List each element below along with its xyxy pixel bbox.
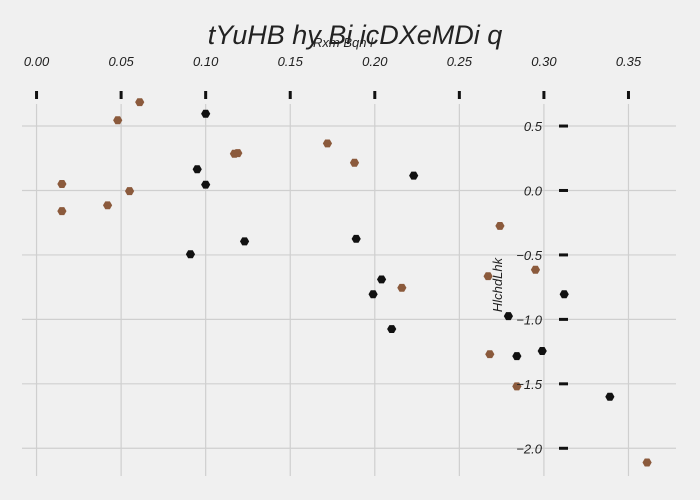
data-point-series-1: [512, 382, 522, 391]
data-point-series-2: [185, 250, 196, 259]
data-point-series-1: [57, 180, 67, 189]
x-tick-label: 0.05: [108, 54, 134, 69]
data-point-series-2: [559, 290, 569, 299]
x-tick-label: 0.15: [278, 54, 304, 69]
data-point-series-2: [537, 346, 547, 355]
data-point-series-2: [192, 165, 202, 174]
data-point-series-2: [351, 234, 361, 243]
x-tick-label: 0.10: [193, 54, 219, 69]
data-point-series-2: [503, 312, 513, 321]
data-point-series-2: [201, 109, 211, 118]
y-tick-label: −1.0: [516, 312, 542, 327]
y-tick-label: −0.5: [516, 248, 542, 263]
data-point-series-1: [322, 139, 333, 148]
data-point-series-1: [135, 98, 145, 107]
x-tick-label: 0.30: [531, 54, 557, 69]
y-tick-label: 0.0: [524, 183, 543, 198]
x-axis-label: Rxm Bqn l: [313, 35, 374, 50]
data-point-series-1: [102, 201, 113, 210]
y-tick-label: 0.5: [524, 119, 543, 134]
x-tick-label: 0.25: [447, 54, 473, 69]
x-tick-label: 0.35: [616, 54, 642, 69]
axis-ticks: 0.00 0.05 0.10 0.15 0.20 0.25 0.30 0.35 0.5 0.0 −0…: [24, 54, 642, 456]
data-point-series-1: [113, 116, 123, 125]
data-point-series-1: [495, 221, 505, 230]
data-point-series-2: [368, 290, 378, 299]
data-point-series-2: [376, 275, 387, 284]
data-point-series-1: [397, 283, 407, 292]
data-point-series-2: [387, 325, 397, 334]
data-point-series-2: [512, 352, 522, 361]
data-point-series-1: [530, 265, 541, 274]
data-point-series-1: [233, 149, 243, 158]
data-point-series-2: [239, 237, 250, 246]
data-point-series-2: [605, 392, 615, 401]
data-point-series-2: [201, 180, 211, 189]
y-tick-label: −2.0: [516, 441, 542, 456]
data-point-series-1: [124, 187, 135, 196]
data-point-series-1: [57, 207, 67, 216]
data-point-series-1: [485, 350, 495, 359]
data-point-series-2: [409, 171, 419, 180]
data-point-series-1: [349, 158, 360, 167]
data-points: [57, 98, 652, 467]
data-point-series-1: [483, 272, 493, 281]
y-tick-label: −1.5: [516, 377, 542, 392]
x-tick-label: 0.20: [362, 54, 388, 69]
data-point-series-1: [642, 458, 652, 467]
y-axis-label: HlchdLhk: [490, 256, 505, 312]
x-tick-label: 0.00: [24, 54, 50, 69]
chart-title: tYuHB hy Bi icDXeMDi q: [208, 20, 503, 50]
